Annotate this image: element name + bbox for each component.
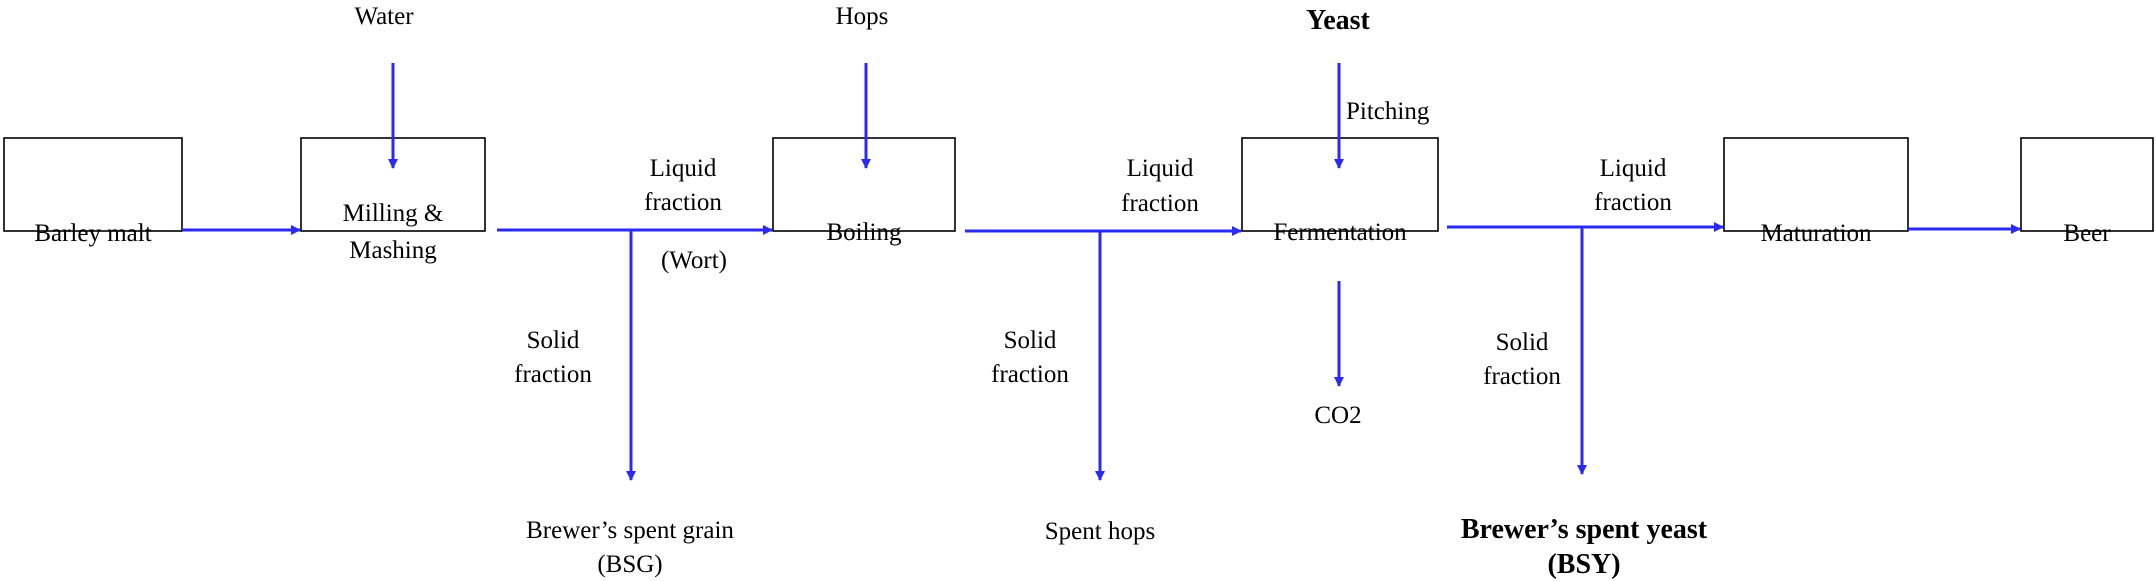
solid-label-2: Solid: [1004, 327, 1057, 354]
boiling-label: Boiling: [826, 219, 902, 246]
solid-label-1: Solid: [527, 327, 580, 354]
bsg-label-line1: Brewer’s spent grain: [526, 517, 734, 544]
liquid-fraction-label-1: fraction: [644, 189, 722, 216]
co2-label: CO2: [1314, 402, 1361, 429]
yeast-label: Yeast: [1306, 5, 1370, 36]
bsg-label-line2: (BSG): [597, 551, 662, 578]
liquid-label-1: Liquid: [650, 155, 717, 182]
spent-hops-label: Spent hops: [1045, 518, 1155, 545]
maturation-box: [1723, 137, 1909, 232]
solid-label-3: Solid: [1496, 329, 1549, 356]
beer-label: Beer: [2063, 220, 2111, 247]
boiling-box: [772, 137, 956, 232]
wort-label: (Wort): [661, 247, 727, 274]
bsy-label-line1: Brewer’s spent yeast: [1461, 514, 1708, 545]
milling-label-line1: Milling &: [343, 200, 444, 227]
water-label: Water: [354, 3, 414, 30]
milling-label-line2: Mashing: [349, 237, 437, 264]
barley-malt-label: Barley malt: [34, 220, 151, 247]
liquid-label-3: Liquid: [1600, 155, 1667, 182]
solid-fraction-label-2: fraction: [991, 361, 1069, 388]
bsy-label-line2: (BSY): [1547, 549, 1620, 580]
solid-fraction-label-3: fraction: [1483, 363, 1561, 390]
liquid-fraction-label-3: fraction: [1594, 189, 1672, 216]
hops-label: Hops: [836, 3, 889, 30]
maturation-label: Maturation: [1760, 220, 1872, 247]
pitching-label: Pitching: [1346, 98, 1430, 125]
liquid-label-2: Liquid: [1127, 155, 1194, 182]
barley-malt-box: [3, 137, 183, 232]
liquid-fraction-label-2: fraction: [1121, 190, 1199, 217]
fermentation-label: Fermentation: [1273, 219, 1407, 246]
solid-fraction-label-1: fraction: [514, 361, 592, 388]
beer-box: [2020, 137, 2154, 232]
